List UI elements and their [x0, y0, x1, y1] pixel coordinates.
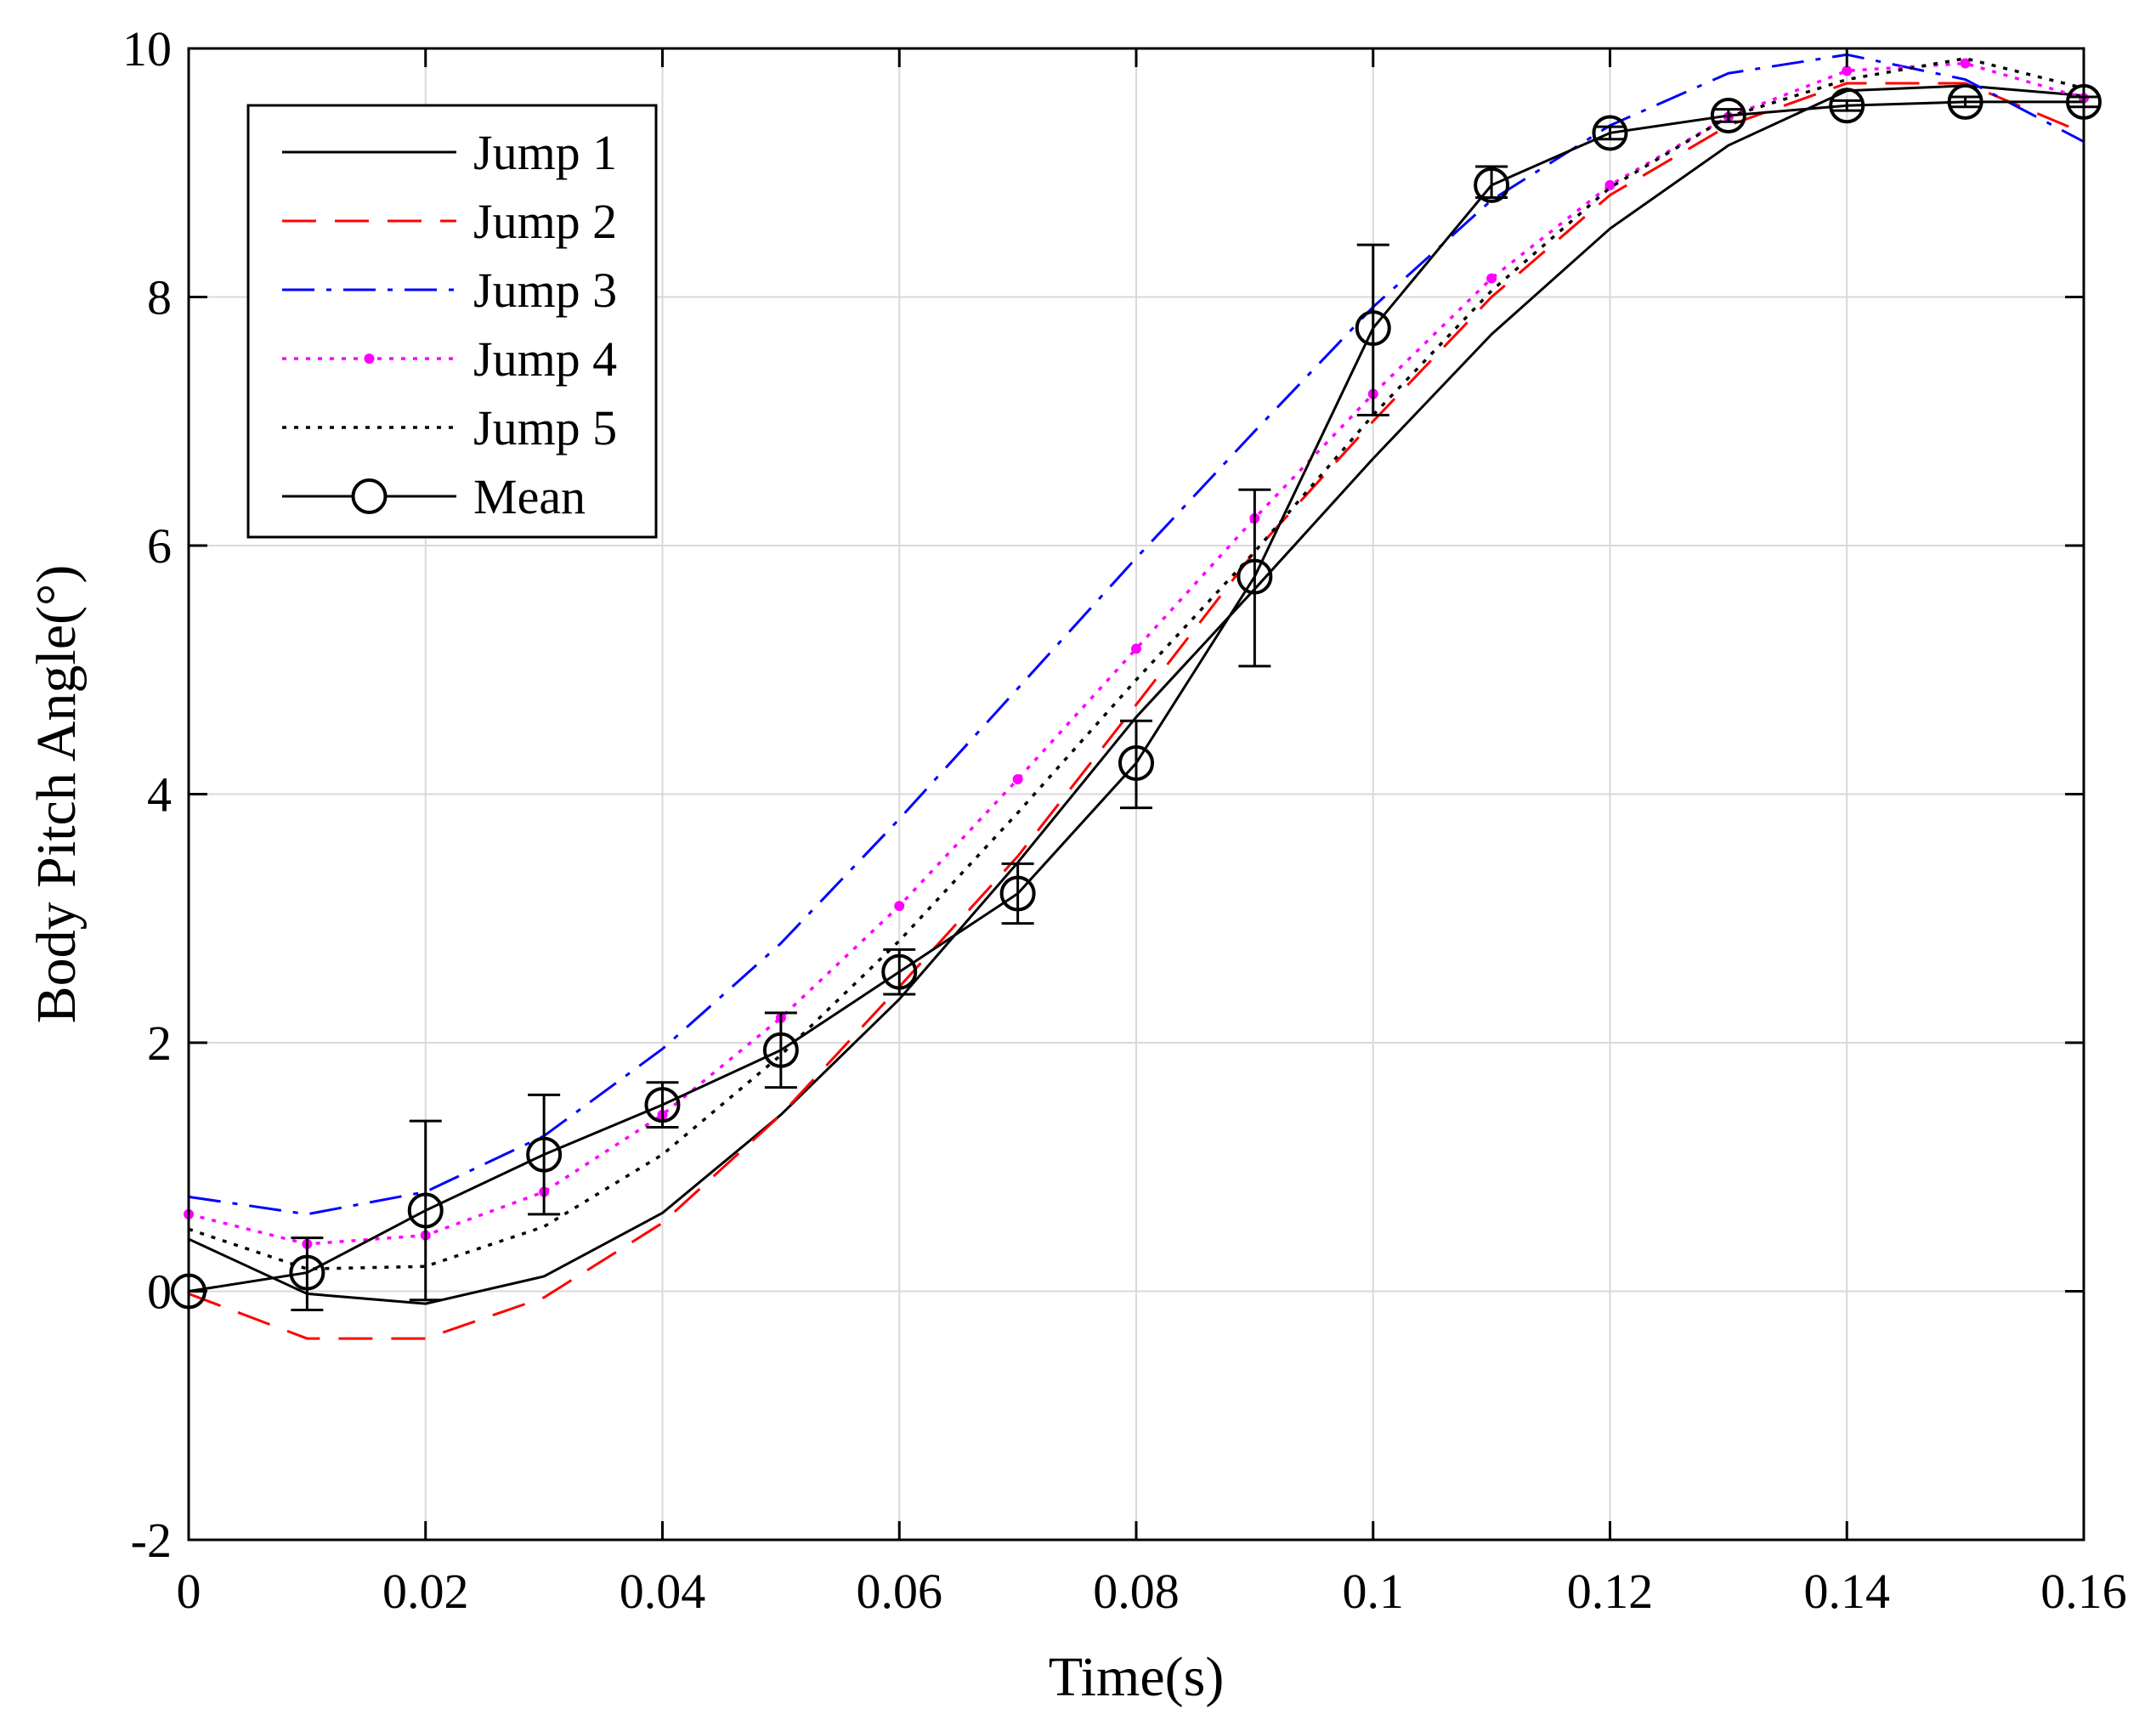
legend-marker-jump-4 [364, 354, 375, 364]
series-jump-1 [188, 84, 2085, 1305]
y-axis-title: Body Pitch Angle(°) [25, 565, 88, 1024]
series-line-jump-4 [188, 61, 2085, 1246]
x-tick-label: 0.16 [2040, 1564, 2127, 1619]
data-point-mean [1592, 115, 1628, 151]
series-layer [171, 53, 2102, 1340]
x-tick-label: 0.1 [1343, 1564, 1405, 1619]
x-tick-label: 0.04 [620, 1564, 706, 1619]
y-tick-label: 8 [147, 270, 172, 325]
legend-label-jump-3: Jump 3 [473, 263, 617, 318]
x-tick-label: 0.02 [382, 1564, 469, 1619]
data-point-mean [999, 875, 1036, 912]
data-point-jump-4 [1131, 643, 1141, 654]
y-tick-label: -2 [131, 1513, 172, 1568]
legend-box [246, 104, 658, 539]
data-point-jump-4 [1012, 773, 1023, 784]
series-jump-3 [188, 53, 2085, 1216]
data-point-mean [1829, 88, 1865, 124]
x-tick-label: 0.14 [1804, 1564, 1891, 1619]
data-point-mean [1355, 310, 1391, 347]
y-tick-label: 2 [147, 1016, 172, 1071]
legend: Jump 1 Jump 2 Jump 3 Jump 4 Jump 5 Mean [246, 104, 658, 539]
x-tick-label: 0.06 [857, 1564, 943, 1619]
series-line-jump-2 [188, 82, 2085, 1340]
y-tick-label: 10 [122, 21, 172, 76]
data-point-mean [1710, 97, 1746, 133]
data-point-jump-4 [1604, 179, 1616, 190]
series-jump-4 [184, 58, 2089, 1249]
x-tick-label: 0.08 [1093, 1564, 1180, 1619]
legend-label-jump-5: Jump 5 [473, 400, 617, 455]
legend-label-jump-1: Jump 1 [473, 125, 617, 180]
y-tick-label: 0 [147, 1265, 172, 1320]
x-tick-label: 0 [177, 1564, 201, 1619]
data-point-jump-4 [1960, 58, 1971, 69]
data-point-jump-4 [1842, 65, 1853, 76]
data-point-mean [762, 1032, 799, 1068]
series-mean [171, 83, 2102, 1311]
series-jump-2 [188, 82, 2085, 1340]
legend-label-jump-4: Jump 4 [473, 331, 617, 387]
legend-marker-mean [351, 478, 388, 514]
data-point-mean [1236, 558, 1273, 595]
data-point-jump-4 [1486, 273, 1497, 284]
y-tick-label: 4 [147, 767, 172, 823]
data-point-mean [644, 1087, 681, 1123]
data-point-mean [1474, 167, 1510, 203]
data-point-mean [1947, 83, 1983, 120]
data-point-mean [881, 953, 918, 990]
series-line-jump-5 [188, 56, 2085, 1270]
legend-label-mean: Mean [473, 469, 586, 524]
data-point-mean [526, 1136, 563, 1173]
data-point-mean [1118, 744, 1154, 781]
x-axis-title: Time(s) [1049, 1646, 1225, 1708]
data-point-mean [289, 1254, 325, 1291]
series-line-jump-3 [188, 53, 2085, 1216]
x-tick-label: 0.12 [1567, 1564, 1654, 1619]
y-tick-label: 6 [147, 518, 172, 574]
data-point-mean [407, 1192, 444, 1229]
legend-label-jump-2: Jump 2 [473, 194, 617, 249]
data-point-jump-4 [894, 901, 905, 912]
axis-ticks: 0 0.02 0.04 0.06 0.08 0.1 0.12 0.14 0.16-2024681… [122, 21, 2127, 1619]
series-jump-5 [188, 56, 2085, 1270]
series-line-jump-1 [188, 84, 2085, 1305]
